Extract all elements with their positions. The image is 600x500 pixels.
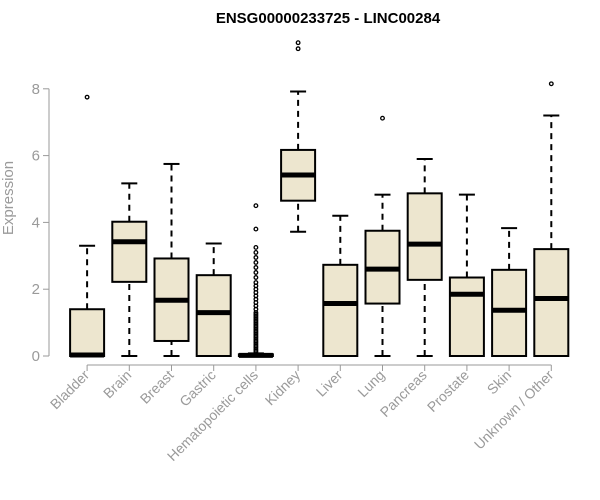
outlier-point [253,244,259,250]
x-tick-label: Prostate [424,367,472,415]
box-body [448,276,485,358]
box-11 [533,81,570,357]
outlier-point [253,226,259,232]
outlier-point [253,265,259,270]
outlier-point [253,203,259,209]
box-6 [322,214,359,357]
x-tick-label: Lung [354,367,387,400]
box-body [406,192,443,281]
box-body [111,220,148,283]
outlier-point [295,40,301,46]
chart-title: ENSG00000233725 - LINC00284 [216,10,441,27]
outlier-point [548,81,554,87]
outlier-point [84,94,90,100]
x-tick-label: Skin [484,367,515,398]
x-tick-label: Pancreas [377,367,430,420]
x-tick-label: Bladder [47,367,93,413]
outlier-point [253,311,259,317]
outlier-point [380,115,385,121]
outlier-point [253,250,259,255]
y-tick-label: 0 [32,348,40,365]
outlier-point [253,270,259,275]
box-body [322,263,359,357]
box-10 [491,227,528,357]
box-body [533,248,570,357]
y-axis: 0 2 4 6 8 [32,81,50,365]
box-body [491,268,528,357]
box-4 [237,203,274,358]
y-tick-label: 4 [32,214,40,231]
outlier-point [295,46,301,52]
box-body [195,274,232,357]
box-5 [280,40,317,233]
x-tick-label: Unknown / Other [471,367,557,453]
box-1 [111,182,148,357]
y-tick-label: 8 [32,81,40,98]
outlier-point [253,255,259,260]
y-tick-label: 2 [32,281,40,298]
x-tick-label: Liver [313,367,346,400]
box-3 [195,242,232,357]
box-2 [153,162,190,357]
x-tick-label: Brain [100,367,134,401]
box-9 [448,193,485,358]
x-tick-label: Breast [137,367,177,407]
y-tick-label: 6 [32,148,40,165]
outlier-point [253,280,259,285]
box-8 [406,157,443,357]
x-tick-label: Kidney [262,367,304,409]
y-axis-label: Expression [0,161,17,235]
box-0 [69,94,106,358]
box-body [69,308,106,357]
box-series [69,40,570,358]
box-7 [364,115,401,357]
outlier-point [253,260,259,265]
outlier-point [253,275,259,280]
